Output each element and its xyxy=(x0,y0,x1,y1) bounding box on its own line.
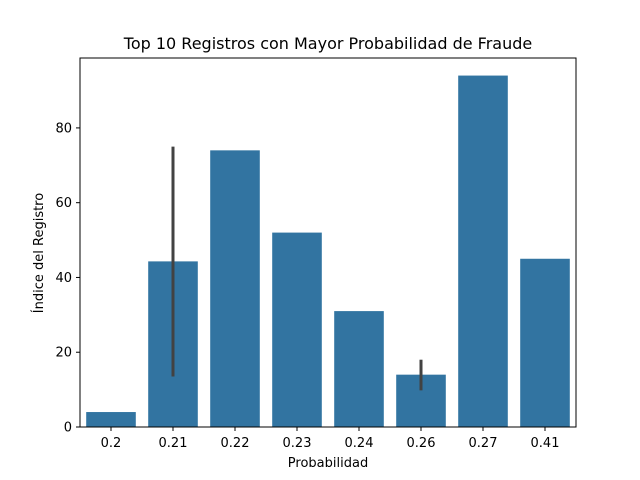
x-tick-label-0.26: 0.26 xyxy=(407,436,436,451)
y-tick-label-40: 40 xyxy=(55,271,72,286)
axes-layer: 0.2 0.21 0.22 0.23 0.24 0.26 0.27 0.41 0 20 40 60 80 xyxy=(55,57,577,451)
x-tick-label-0.27: 0.27 xyxy=(469,436,498,451)
x-tick-label-0.41: 0.41 xyxy=(531,436,560,451)
y-axis-label: Índice del Registro xyxy=(31,193,47,313)
bar-0.41 xyxy=(520,258,570,427)
x-tick-label-0.22: 0.22 xyxy=(221,436,250,451)
x-tick-label-0.21: 0.21 xyxy=(159,436,188,451)
chart-title: Top 10 Registros con Mayor Probabilidad … xyxy=(123,34,532,53)
y-tick-label-60: 60 xyxy=(55,196,72,211)
plot-frame xyxy=(79,57,577,428)
bar-0.2 xyxy=(86,412,136,427)
x-axis-label: Probabilidad xyxy=(288,456,368,471)
bar-0.23 xyxy=(272,232,322,427)
bar-0.24 xyxy=(334,311,384,427)
y-tick-label-0: 0 xyxy=(64,421,72,436)
x-tick-label-0.24: 0.24 xyxy=(345,436,374,451)
bar-0.22 xyxy=(210,150,260,428)
error-bars-layer xyxy=(171,146,423,391)
bars-layer xyxy=(86,75,570,428)
bar-0.27 xyxy=(458,75,508,428)
y-tick-label-80: 80 xyxy=(55,121,72,136)
x-tick-label-0.2: 0.2 xyxy=(101,436,122,451)
y-tick-label-20: 20 xyxy=(55,346,72,361)
x-tick-label-0.23: 0.23 xyxy=(283,436,312,451)
